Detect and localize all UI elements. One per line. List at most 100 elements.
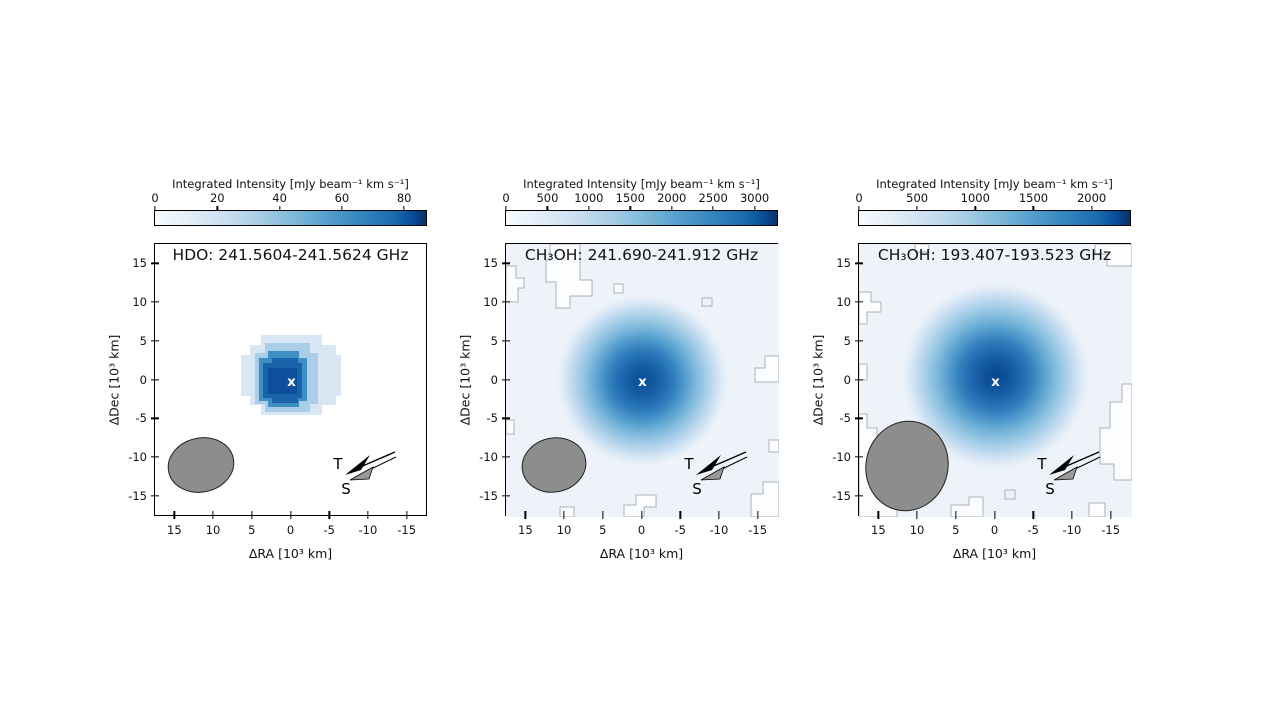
colorbar-tick-mark (154, 206, 156, 211)
colorbar-tick-mark (278, 206, 281, 211)
y-tick-label: 0 (490, 372, 498, 387)
colorbar-label: Integrated Intensity [mJy beam⁻¹ km s⁻¹] (172, 177, 409, 191)
direction-arrows: T S (683, 451, 748, 498)
x-tick-label: -15 (1101, 523, 1121, 537)
beam-ellipse (865, 420, 949, 512)
arrow-s-head (1053, 466, 1078, 481)
y-tick-label: -10 (479, 449, 498, 464)
panel-ch3oh-241: Integrated Intensity [mJy beam⁻¹ km s⁻¹]… (458, 177, 779, 561)
emission-blob-ch3oh-193 (901, 282, 1090, 470)
colorbar-tick-mark (403, 206, 405, 211)
colorbar-tick-mark (588, 206, 590, 211)
y-tick-label: -10 (128, 449, 147, 464)
plot-area-ch3oh-193: T S x CH₃OH: 193.407-193.523 GHz 15 10 5 0 -… (811, 243, 1132, 561)
arrow-s-label: S (692, 480, 702, 498)
colorbar-tick-label: 0 (151, 191, 159, 205)
x-tick-label: 5 (599, 523, 607, 537)
map-ch3oh-193: T S x (859, 244, 1132, 517)
center-marker: x (991, 374, 1000, 390)
colorbar-tick-mark (1090, 206, 1093, 211)
arrow-t-head (696, 455, 721, 475)
x-tick-label: -15 (397, 523, 417, 537)
colorbar-tick-label: 2000 (657, 191, 687, 205)
arrow-s-head (349, 466, 374, 481)
beam-ellipse (167, 437, 235, 493)
x-tick-label: 15 (871, 523, 886, 537)
colorbar-tick-mark (216, 206, 218, 211)
emission-blob-ch3oh-241 (556, 294, 729, 467)
x-tick-label: 10 (556, 523, 572, 537)
colorbar-tick-mark (629, 206, 631, 211)
panel-title: CH₃OH: 241.690-241.912 GHz (524, 246, 759, 264)
y-tick-label: 5 (843, 333, 851, 348)
panel-title: HDO: 241.5604-241.5624 GHz (172, 246, 409, 264)
y-tick-label: -5 (486, 411, 498, 426)
panel-title: CH₃OH: 193.407-193.523 GHz (877, 246, 1112, 264)
emission-blob-hdo (241, 335, 341, 415)
y-tick-label: 0 (139, 372, 147, 387)
x-tick-label: -5 (674, 523, 686, 537)
arrow-s-label: S (341, 480, 351, 498)
y-tick-label: 15 (836, 256, 851, 271)
y-tick-label: 10 (132, 295, 147, 310)
colorbar-tick-label: 80 (396, 191, 412, 205)
x-tick-label: -10 (709, 523, 729, 537)
center-marker: x (287, 374, 296, 390)
colorbar-label: Integrated Intensity [mJy beam⁻¹ km s⁻¹] (876, 177, 1113, 191)
y-tick-label: -15 (479, 488, 498, 503)
x-tick-label: 10 (205, 523, 221, 537)
colorbar-tick-mark (546, 206, 549, 211)
arrow-s-head (700, 466, 725, 481)
map-hdo: T S x (167, 335, 397, 498)
colorbar-tick-mark (671, 206, 673, 211)
colorbar-tick-mark (753, 206, 756, 211)
arrow-t-label: T (683, 455, 694, 473)
direction-arrows: T S (1036, 451, 1101, 498)
colorbar-tick-mark (712, 206, 714, 211)
colorbar-tick-label: 1500 (1018, 191, 1049, 205)
x-tick-label: -15 (748, 523, 768, 537)
y-tick-label: 10 (836, 295, 851, 310)
y-tick-label: -15 (832, 488, 851, 503)
x-tick-label: -10 (358, 523, 378, 537)
center-marker: x (638, 374, 647, 390)
colorbar-tick-label: 2000 (1076, 191, 1107, 205)
y-tick-label: -10 (832, 449, 851, 464)
x-tick-label: -5 (323, 523, 335, 537)
plot-area-ch3oh-241: T S x CH₃OH: 241.690-241.912 GHz 15 10 5 0 -… (458, 243, 779, 561)
direction-arrows: T S (332, 451, 397, 498)
x-axis-label: ΔRA [10³ km] (952, 546, 1037, 561)
arrow-t-label: T (332, 455, 343, 473)
y-axis-label: ΔDec [10³ km] (457, 334, 473, 425)
arrow-t-head (1049, 455, 1074, 475)
arrow-t-head (345, 455, 370, 475)
y-tick-label: -5 (839, 411, 851, 426)
x-tick-label: -5 (1027, 523, 1039, 537)
plot-area-hdo: T S x HDO: 241.5604-241.5624 GHz 15 10 5 0 -… (107, 243, 427, 561)
colorbar-tick-label: 0 (502, 191, 510, 205)
colorbar-tick-label: 1000 (960, 191, 990, 205)
beam-ellipse (521, 437, 587, 493)
colorbar-label: Integrated Intensity [mJy beam⁻¹ km s⁻¹] (523, 177, 760, 191)
x-tick-label: 5 (952, 523, 960, 537)
y-tick-label: -5 (135, 411, 147, 426)
arrow-s-label: S (1045, 480, 1055, 498)
y-axis-label: ΔDec [10³ km] (106, 334, 122, 425)
map-ch3oh-241: T S x (506, 244, 779, 517)
colorbar-tick-mark (341, 206, 343, 211)
colorbar-tick-mark (505, 206, 507, 211)
y-axis-label: ΔDec [10³ km] (810, 334, 826, 425)
y-tick-label: 0 (843, 372, 851, 387)
arrow-t-label: T (1036, 455, 1047, 473)
y-tick-label: 5 (139, 333, 147, 348)
colorbar-tick-label: 1500 (615, 191, 645, 205)
panel-hdo: Integrated Intensity [mJy beam⁻¹ km s⁻¹]… (107, 177, 427, 561)
colorbar-tick-label: 40 (272, 191, 287, 205)
x-tick-label: 10 (909, 523, 925, 537)
y-tick-label: 15 (132, 256, 147, 271)
y-tick-label: 5 (490, 333, 498, 348)
x-tick-label: -10 (1062, 523, 1082, 537)
x-axis-label: ΔRA [10³ km] (599, 546, 684, 561)
contour-lines (506, 244, 779, 517)
